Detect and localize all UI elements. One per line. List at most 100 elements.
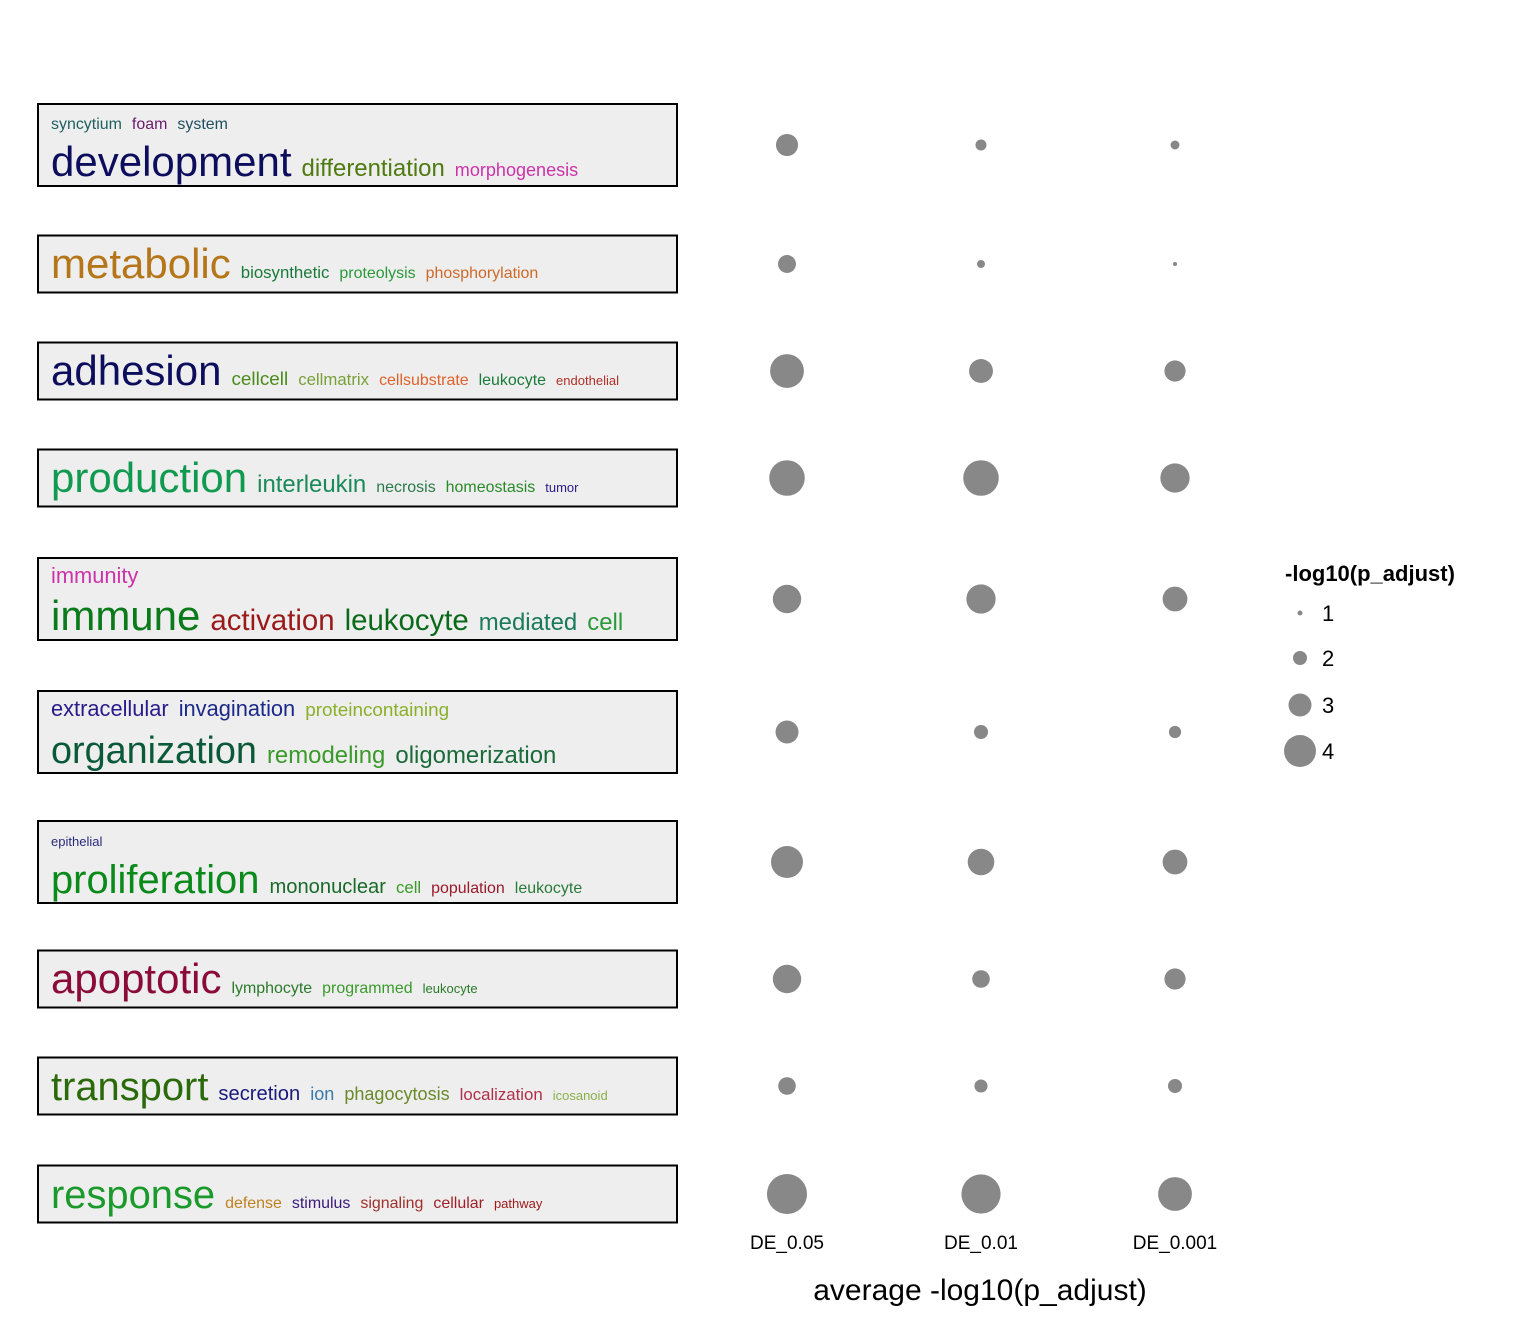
word: leukocyte <box>479 372 547 389</box>
word-box <box>37 448 678 508</box>
dot <box>974 725 988 739</box>
word: cellular <box>433 1195 484 1212</box>
word: stimulus <box>292 1195 351 1212</box>
word: immunity <box>51 563 138 588</box>
x-axis-label: average -log10(p_adjust) <box>813 1274 1147 1307</box>
dot <box>1164 968 1186 990</box>
word: adhesion <box>51 347 221 394</box>
word: pathway <box>494 1196 543 1211</box>
word: secretion <box>218 1083 300 1105</box>
word: proteincontaining <box>305 700 449 721</box>
word-box <box>37 690 678 774</box>
legend-dot <box>1284 735 1316 767</box>
dot <box>969 359 993 383</box>
dot <box>966 584 996 614</box>
x-tick-label: DE_0.01 <box>944 1233 1018 1254</box>
word: endothelial <box>556 373 619 388</box>
dot <box>1172 261 1178 267</box>
word: population <box>431 880 505 897</box>
word: biosynthetic <box>241 263 330 282</box>
word: mediated <box>479 609 577 636</box>
word: epithelial <box>51 834 102 849</box>
word: extracellular <box>51 696 169 721</box>
dot <box>772 584 802 614</box>
word: cell <box>587 609 623 636</box>
word: syncytium <box>51 116 122 133</box>
dot <box>1158 1177 1192 1211</box>
word: activation <box>210 604 334 637</box>
dot <box>1160 463 1190 493</box>
dot <box>775 720 799 744</box>
word: phagocytosis <box>344 1084 449 1104</box>
word: morphogenesis <box>455 160 578 180</box>
word: leukocyte <box>345 604 469 637</box>
word: defense <box>225 1195 282 1212</box>
word: necrosis <box>376 479 435 496</box>
legend-dot <box>1293 651 1307 665</box>
word: programmed <box>322 980 412 997</box>
word: remodeling <box>267 742 385 769</box>
legend-label: 4 <box>1322 739 1334 764</box>
dot <box>778 255 796 273</box>
word: cellcell <box>231 369 288 390</box>
word: transport <box>51 1065 208 1109</box>
dot <box>1162 849 1188 875</box>
legend-title: -log10(p_adjust) <box>1285 561 1455 586</box>
word-box <box>37 949 678 1009</box>
dot <box>1164 360 1186 382</box>
word: icosanoid <box>553 1088 608 1103</box>
word: apoptotic <box>51 955 221 1002</box>
word: organization <box>51 730 257 772</box>
legend-label: 3 <box>1322 693 1334 718</box>
word: metabolic <box>51 240 231 287</box>
word: development <box>51 138 292 185</box>
word: homeostasis <box>446 479 536 496</box>
dot <box>778 1077 796 1095</box>
word: proteolysis <box>339 265 415 282</box>
word: phosphorylation <box>426 265 539 282</box>
dot <box>974 1079 988 1093</box>
word: proliferation <box>51 858 259 902</box>
word: tumor <box>545 480 579 495</box>
word: cellmatrix <box>298 370 369 389</box>
dot <box>1170 140 1180 150</box>
dot <box>1168 725 1182 739</box>
word: production <box>51 454 247 501</box>
word-box <box>37 557 678 641</box>
dot <box>769 460 805 496</box>
word: cell <box>396 878 421 897</box>
dot <box>972 970 990 988</box>
word: immune <box>51 592 200 639</box>
x-tick-label: DE_0.05 <box>750 1233 824 1254</box>
dot <box>977 260 985 268</box>
word: signaling <box>360 1195 423 1212</box>
word-box <box>37 103 678 187</box>
dot <box>766 1173 808 1215</box>
x-tick-label: DE_0.001 <box>1133 1233 1218 1254</box>
word: oligomerization <box>395 742 556 769</box>
word: leukocyte <box>423 981 478 996</box>
dot <box>772 964 802 994</box>
word: system <box>177 116 228 133</box>
legend-label: 2 <box>1322 646 1334 671</box>
word: mononuclear <box>269 876 386 898</box>
dot <box>975 139 987 151</box>
word: localization <box>460 1085 543 1104</box>
word: lymphocyte <box>231 980 312 997</box>
word: cellsubstrate <box>379 372 469 389</box>
dot <box>775 133 799 157</box>
legend-label: 1 <box>1322 601 1334 626</box>
word: invagination <box>179 696 296 721</box>
word: response <box>51 1173 215 1217</box>
word: foam <box>132 116 167 133</box>
dot <box>1162 586 1188 612</box>
dot <box>1168 1079 1182 1093</box>
word-box <box>37 1164 678 1224</box>
word: ion <box>310 1084 334 1104</box>
word: differentiation <box>302 155 445 182</box>
word-box <box>37 341 678 401</box>
dot <box>770 354 804 388</box>
word: interleukin <box>257 471 366 498</box>
dot <box>967 848 995 876</box>
